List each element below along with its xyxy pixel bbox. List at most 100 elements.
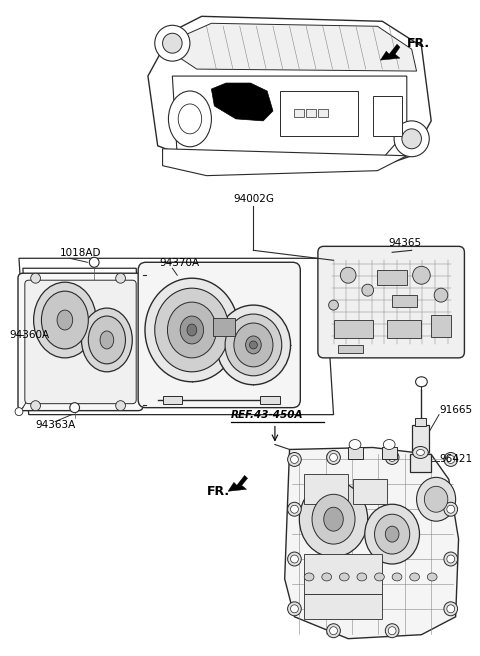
Ellipse shape [31, 274, 40, 283]
Ellipse shape [82, 308, 132, 372]
Text: 94002G: 94002G [233, 194, 274, 203]
Ellipse shape [349, 440, 361, 449]
Bar [306, 109, 316, 117]
Ellipse shape [447, 455, 455, 463]
Ellipse shape [417, 478, 456, 521]
Ellipse shape [392, 573, 402, 581]
Ellipse shape [329, 300, 338, 310]
Bar [163, 396, 182, 403]
FancyBboxPatch shape [25, 280, 136, 403]
Ellipse shape [155, 288, 229, 372]
Text: 94370A: 94370A [160, 258, 200, 268]
Bar [383, 447, 397, 459]
Ellipse shape [290, 555, 299, 563]
Ellipse shape [413, 447, 428, 459]
Ellipse shape [168, 302, 216, 358]
Bar [304, 554, 383, 594]
Ellipse shape [384, 440, 395, 449]
Ellipse shape [116, 274, 125, 283]
Ellipse shape [385, 526, 399, 542]
Text: 94360A: 94360A [9, 330, 49, 340]
Ellipse shape [365, 504, 420, 564]
Ellipse shape [70, 403, 80, 413]
Bar [280, 91, 358, 136]
Bar [348, 447, 363, 459]
Ellipse shape [163, 33, 182, 53]
Bar [214, 318, 235, 336]
FancyBboxPatch shape [18, 274, 143, 411]
Polygon shape [172, 76, 407, 159]
Ellipse shape [178, 104, 202, 134]
Ellipse shape [312, 494, 355, 544]
FancyBboxPatch shape [318, 247, 465, 358]
Ellipse shape [330, 626, 337, 635]
Text: 96421: 96421 [439, 455, 472, 464]
Text: FR.: FR. [407, 37, 430, 50]
Bar [415, 418, 426, 426]
Ellipse shape [385, 624, 399, 638]
Ellipse shape [416, 377, 427, 387]
Ellipse shape [444, 552, 457, 566]
Ellipse shape [324, 507, 343, 531]
Bar [294, 109, 304, 117]
Ellipse shape [57, 310, 72, 330]
Ellipse shape [304, 573, 314, 581]
Ellipse shape [388, 453, 396, 461]
Text: FR.: FR. [206, 485, 229, 498]
Polygon shape [228, 476, 248, 491]
Ellipse shape [246, 336, 261, 354]
Ellipse shape [288, 602, 301, 616]
Bar [334, 320, 372, 338]
Ellipse shape [417, 449, 424, 455]
Ellipse shape [339, 573, 349, 581]
Ellipse shape [394, 121, 429, 157]
Ellipse shape [155, 26, 190, 61]
Ellipse shape [34, 282, 96, 358]
Ellipse shape [327, 451, 340, 464]
Polygon shape [163, 149, 407, 176]
Ellipse shape [288, 453, 301, 466]
Polygon shape [23, 268, 143, 405]
FancyBboxPatch shape [138, 262, 300, 407]
Ellipse shape [89, 257, 99, 267]
Polygon shape [285, 447, 458, 639]
Ellipse shape [187, 324, 197, 336]
Ellipse shape [444, 602, 457, 616]
Bar [353, 480, 387, 504]
Ellipse shape [447, 505, 455, 513]
Ellipse shape [410, 573, 420, 581]
Bar [410, 455, 431, 472]
Text: REF.43-450A: REF.43-450A [231, 409, 303, 420]
Ellipse shape [290, 505, 299, 513]
Ellipse shape [290, 455, 299, 463]
Ellipse shape [330, 453, 337, 461]
Ellipse shape [290, 605, 299, 613]
Bar [392, 295, 417, 307]
Ellipse shape [116, 401, 125, 411]
Ellipse shape [168, 91, 211, 147]
Ellipse shape [374, 573, 384, 581]
Ellipse shape [15, 407, 23, 416]
Ellipse shape [362, 284, 373, 296]
Ellipse shape [340, 267, 356, 283]
Bar [387, 320, 421, 338]
Bar [338, 345, 363, 353]
Bar [372, 96, 402, 136]
Ellipse shape [322, 573, 332, 581]
Polygon shape [19, 258, 334, 415]
Ellipse shape [31, 401, 40, 411]
Bar [260, 396, 280, 403]
Ellipse shape [444, 502, 457, 516]
Ellipse shape [327, 624, 340, 638]
Text: 94363A: 94363A [36, 420, 76, 430]
Bar [304, 594, 383, 619]
Bar [412, 424, 429, 453]
Ellipse shape [145, 278, 239, 382]
Ellipse shape [385, 451, 399, 464]
Ellipse shape [234, 323, 273, 367]
Ellipse shape [447, 555, 455, 563]
Ellipse shape [41, 291, 88, 349]
Polygon shape [381, 44, 400, 60]
Ellipse shape [427, 573, 437, 581]
Bar [431, 315, 451, 337]
